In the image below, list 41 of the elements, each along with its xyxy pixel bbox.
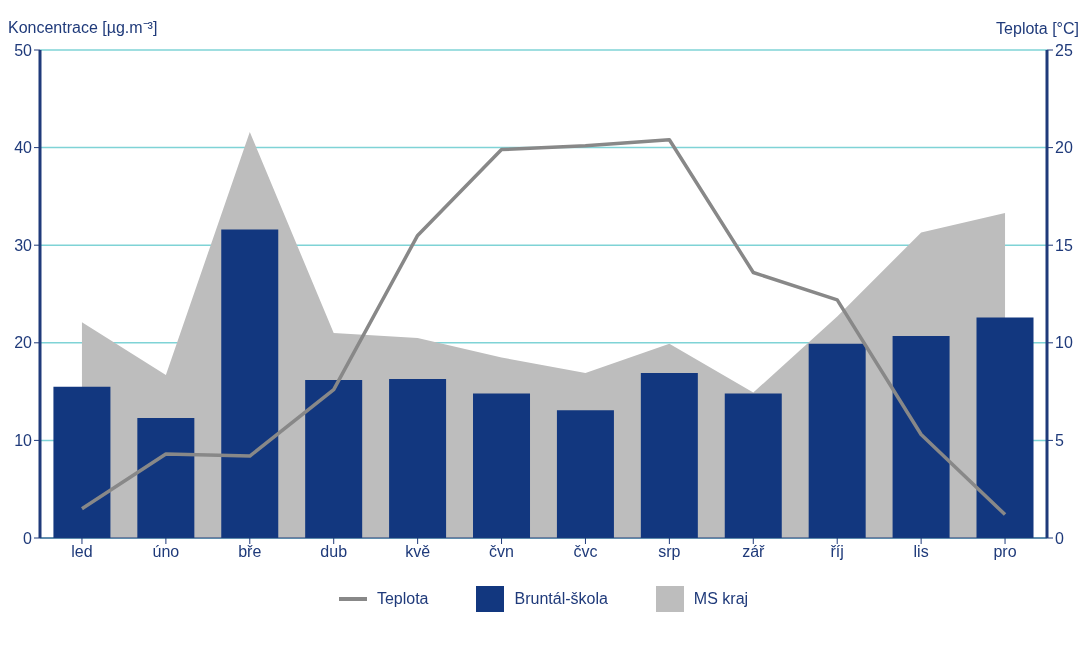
bar: [53, 386, 111, 538]
x-tick-label: pro: [993, 543, 1017, 561]
x-tick-label: čvc: [573, 543, 598, 561]
y-tick-label: 30: [14, 236, 33, 254]
bar: [221, 229, 279, 538]
bar: [473, 393, 531, 538]
y-tick-label: 20: [14, 334, 33, 352]
bar: [305, 379, 363, 538]
y-tick-label: 40: [14, 139, 33, 157]
x-tick-label: úno: [152, 543, 180, 561]
y2-tick-label: 20: [1055, 139, 1073, 157]
y2-tick-label: 10: [1055, 334, 1073, 352]
y2-tick-label: 5: [1055, 432, 1064, 450]
x-tick-label: bře: [238, 543, 262, 561]
x-tick-label: čvn: [489, 543, 514, 561]
x-tick-label: kvě: [405, 543, 431, 561]
x-tick-label: srp: [658, 543, 681, 561]
bar: [640, 373, 698, 538]
bar: [724, 393, 782, 538]
bar: [137, 417, 195, 538]
y-tick-label: 0: [23, 529, 33, 547]
y-tick-label: 10: [14, 432, 33, 450]
legend-label: MS kraj: [693, 590, 749, 608]
legend-label: Bruntál-škola: [514, 590, 608, 608]
x-tick-label: říj: [830, 543, 844, 561]
bar: [892, 335, 950, 538]
x-tick-label: dub: [320, 543, 348, 561]
bar: [389, 378, 447, 538]
y2-tick-label: 15: [1055, 236, 1073, 254]
bar: [976, 317, 1034, 538]
bar: [808, 343, 866, 538]
legend-label: Teplota: [376, 590, 429, 608]
y2-tick-label: 25: [1055, 41, 1073, 59]
y-axis-title: Koncentrace [µg.m⁻³]: [8, 18, 158, 38]
x-tick-label: zář: [742, 543, 766, 561]
y2-tick-label: 0: [1055, 529, 1064, 547]
y-tick-label: 50: [14, 41, 33, 59]
x-tick-label: lis: [913, 543, 929, 561]
x-tick-label: led: [71, 543, 93, 561]
y2-axis-title: Teplota [°C]: [996, 20, 1079, 38]
bar: [556, 410, 614, 538]
